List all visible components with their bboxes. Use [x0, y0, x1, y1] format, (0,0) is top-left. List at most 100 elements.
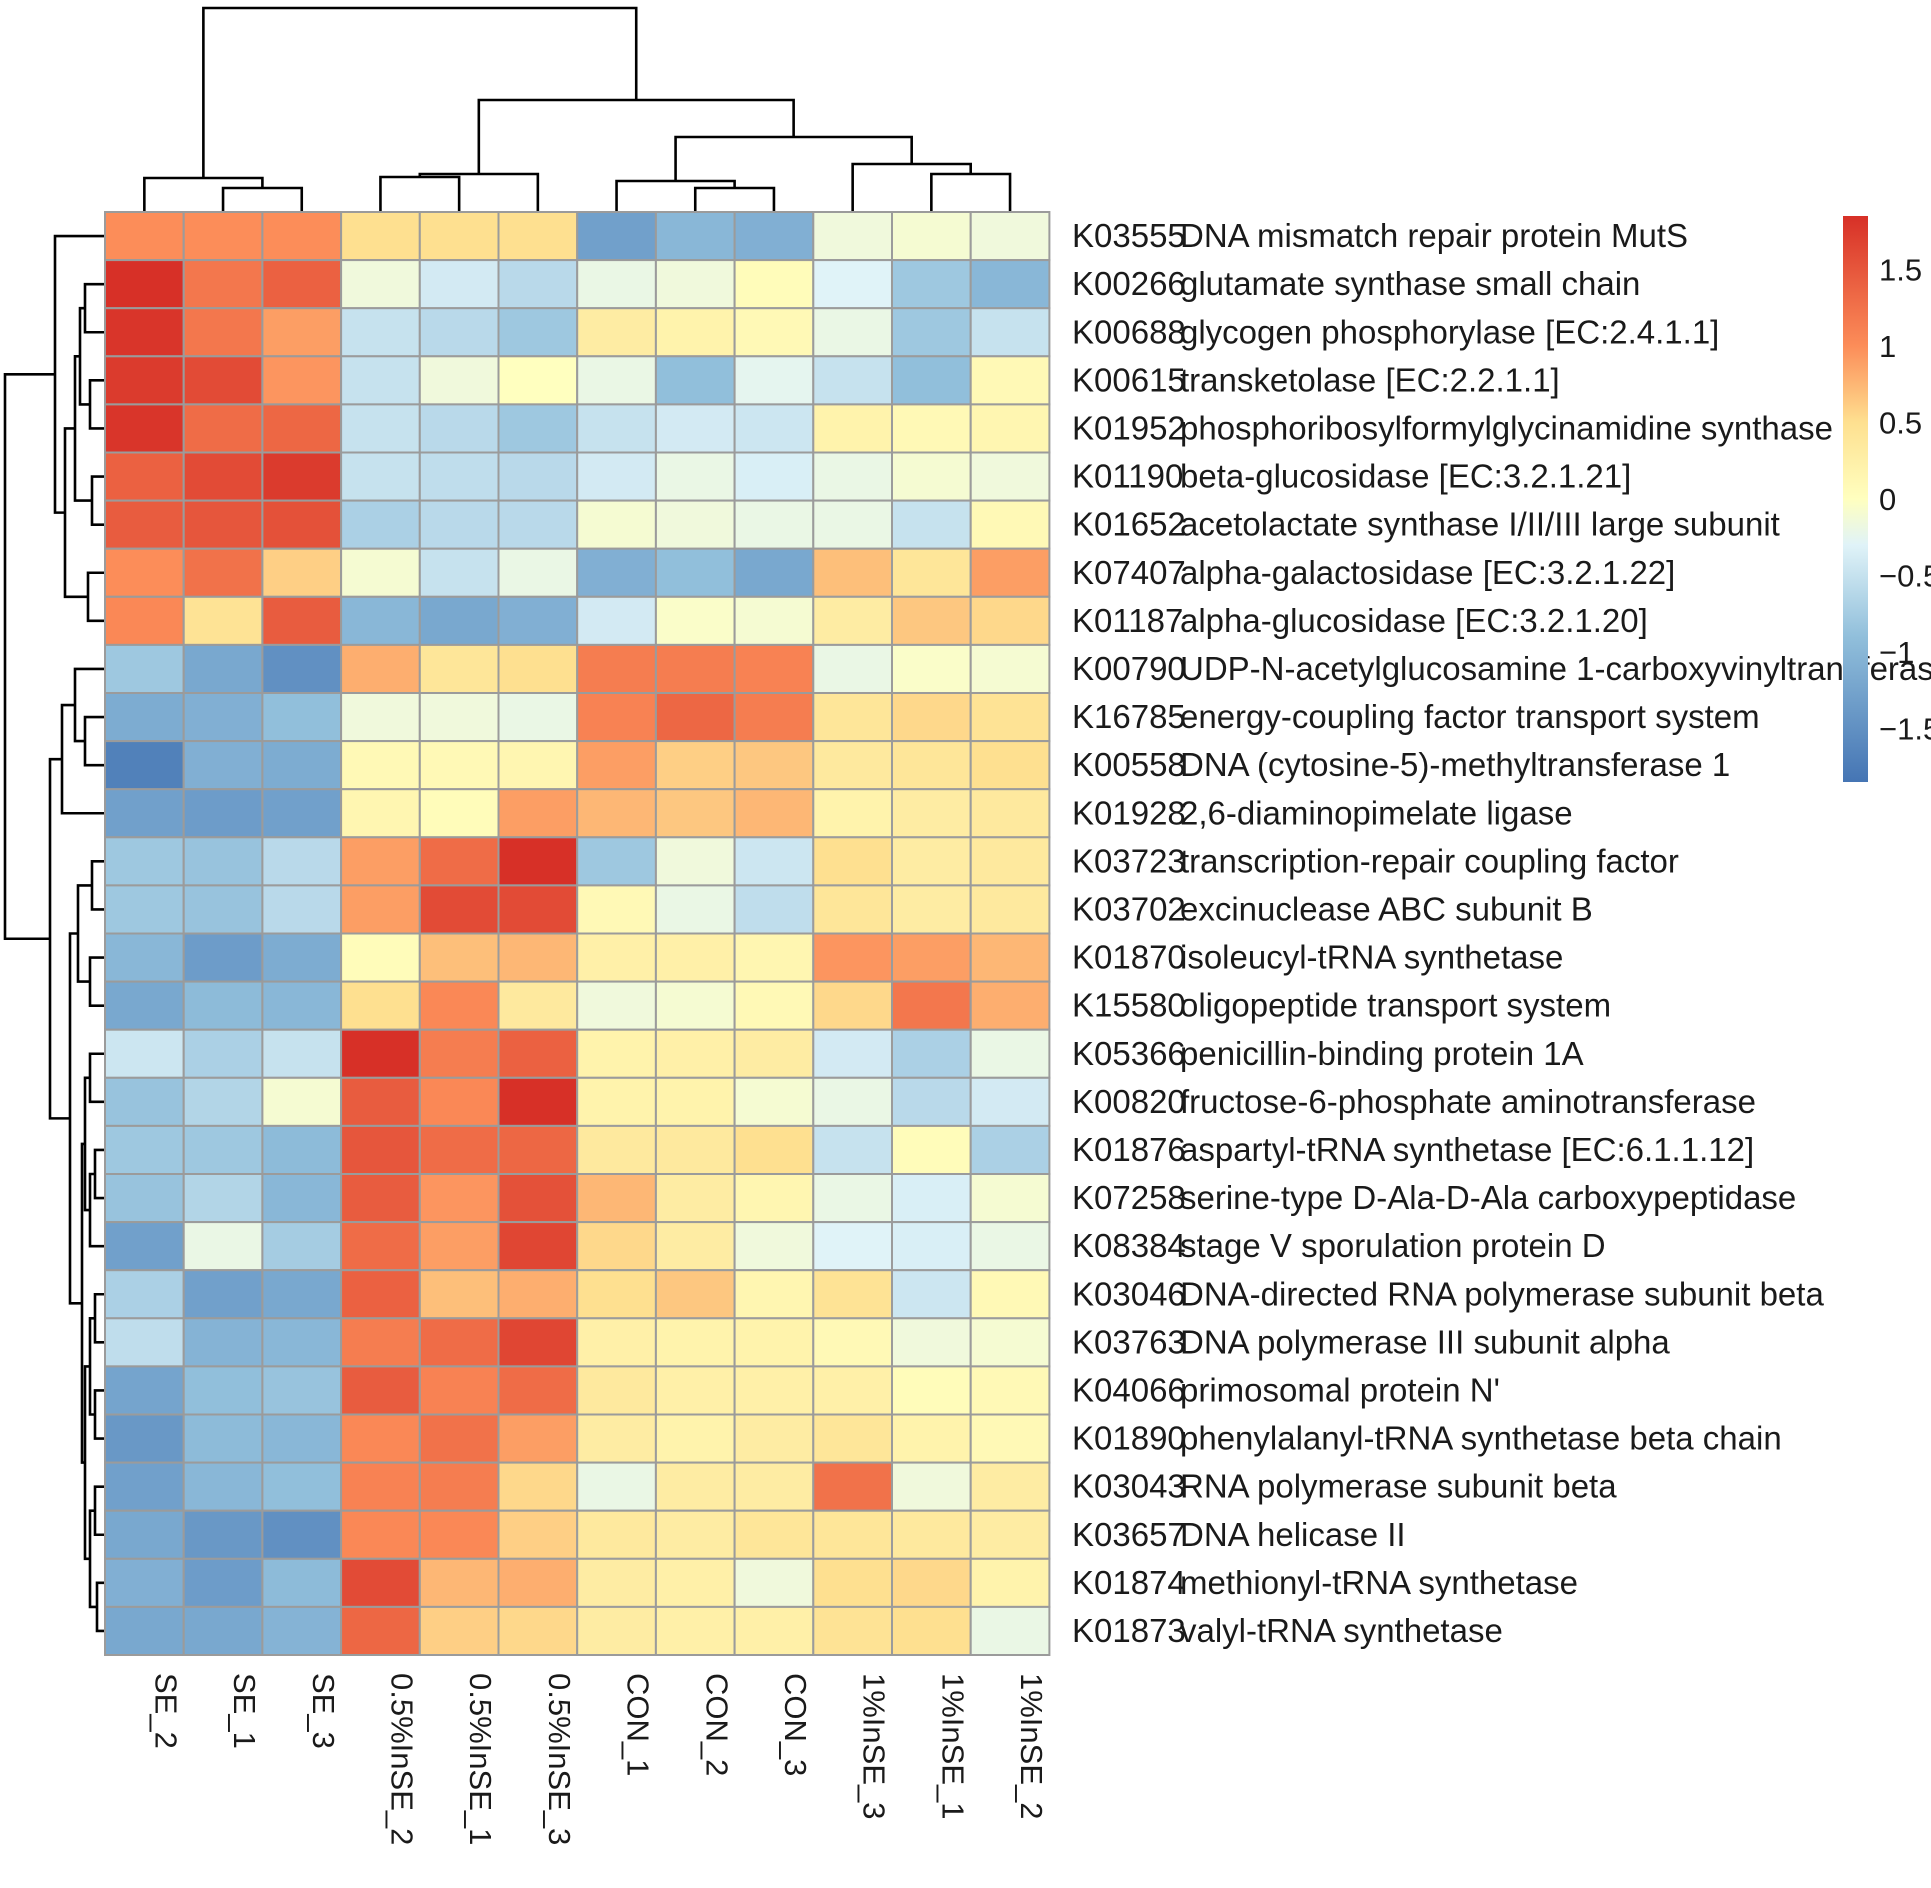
heatmap-cell: [654, 547, 736, 598]
heatmap-cell: [261, 932, 343, 983]
color-legend-tick-label: −1.5: [1879, 711, 1931, 746]
heatmap-cell: [497, 547, 579, 598]
heatmap-cell: [969, 980, 1051, 1031]
heatmap-cell: [497, 980, 579, 1031]
heatmap-cell: [576, 595, 657, 646]
heatmap-cell: [497, 259, 579, 310]
heatmap-cell: [733, 1028, 815, 1079]
heatmap-cell: [182, 499, 264, 550]
heatmap-cell: [340, 692, 421, 743]
heatmap-cell: [576, 1221, 657, 1272]
heatmap-cell: [340, 451, 421, 502]
heatmap-cell: [497, 1365, 579, 1416]
heatmap-cell: [969, 1269, 1051, 1320]
heatmap-cell: [812, 1317, 893, 1368]
heatmap-cell: [576, 980, 657, 1031]
heatmap-cell: [812, 643, 893, 695]
heatmap-cell: [576, 1365, 657, 1416]
heatmap-cell: [340, 1028, 421, 1079]
heatmap-cell: [969, 1173, 1051, 1224]
heatmap-cell: [261, 1509, 343, 1560]
heatmap-cell: [654, 932, 736, 983]
heatmap-cell: [182, 1413, 264, 1464]
heatmap-cell: [104, 788, 185, 839]
heatmap-cell: [261, 259, 343, 310]
heatmap-cell: [733, 740, 815, 791]
heatmap-cell: [733, 1413, 815, 1464]
heatmap-cell: [261, 1365, 343, 1416]
heatmap-cell: [182, 740, 264, 791]
heatmap-cell: [104, 643, 185, 695]
heatmap-cell: [261, 1605, 343, 1657]
dendrogram-branch: [73, 667, 105, 743]
heatmap-cell: [891, 643, 972, 695]
heatmap-cell: [891, 259, 972, 310]
heatmap-cell: [891, 1269, 972, 1320]
column-label: SE_1: [227, 1673, 262, 1749]
heatmap-cell: [812, 499, 893, 550]
row-id-label: K00688: [1072, 313, 1186, 350]
heatmap-cell: [261, 788, 343, 839]
heatmap-cell: [340, 980, 421, 1031]
row-id-label: K01652: [1072, 506, 1186, 543]
dendrogram-branch: [90, 475, 105, 526]
heatmap-cell: [654, 499, 736, 550]
heatmap-cell: [182, 1461, 264, 1512]
column-label: 1%InSE_1: [935, 1673, 970, 1820]
heatmap-cell: [497, 1028, 579, 1079]
heatmap-cell: [733, 1124, 815, 1176]
heatmap-cell: [576, 451, 657, 502]
heatmap-cell: [576, 355, 657, 406]
heatmap-cell: [576, 1461, 657, 1512]
dendrogram-branch: [83, 715, 105, 767]
heatmap-cell: [733, 211, 815, 262]
heatmap-cell: [812, 1413, 893, 1464]
row-id-label: K01928: [1072, 794, 1186, 831]
heatmap-cell: [654, 1221, 736, 1272]
heatmap-cell: [340, 1124, 421, 1176]
heatmap-cell: [576, 884, 657, 935]
row-id-label: K07407: [1072, 554, 1186, 591]
heatmap-cell: [969, 355, 1051, 406]
heatmap-cell: [182, 211, 264, 262]
heatmap-cell: [654, 1365, 736, 1416]
heatmap-cell: [969, 307, 1051, 358]
heatmap-cell: [497, 451, 579, 502]
heatmap-cell: [812, 355, 893, 406]
heatmap-cell: [261, 595, 343, 646]
heatmap-cell: [576, 932, 657, 983]
row-dendrogram: [3, 234, 105, 1633]
heatmap-cell: [497, 595, 579, 646]
heatmap-cell: [418, 403, 500, 454]
column-label: 0.5%InSE_3: [542, 1673, 577, 1845]
heatmap-cell: [418, 1365, 500, 1416]
heatmap-cell: [261, 211, 343, 262]
heatmap-cell: [733, 788, 815, 839]
heatmap-cell: [418, 1269, 500, 1320]
row-description-label: RNA polymerase subunit beta: [1180, 1468, 1617, 1505]
row-id-label: K03555: [1072, 217, 1186, 254]
dendrogram-branch: [88, 1052, 105, 1104]
heatmap-cell: [182, 1509, 264, 1560]
heatmap-cell: [497, 932, 579, 983]
heatmap-cell: [497, 740, 579, 791]
heatmap-cell: [104, 980, 185, 1031]
heatmap-cell: [891, 884, 972, 935]
heatmap-cell: [733, 1317, 815, 1368]
heatmap-cell: [340, 499, 421, 550]
column-label: CON_2: [699, 1673, 734, 1776]
heatmap-cell: [104, 1509, 185, 1560]
heatmap-cell: [418, 1317, 500, 1368]
heatmap-cell: [418, 1413, 500, 1464]
heatmap-cell: [340, 211, 421, 262]
heatmap-cell: [418, 1124, 500, 1176]
heatmap-cell: [891, 403, 972, 454]
heatmap-cell: [497, 1124, 579, 1176]
row-id-label: K03657: [1072, 1516, 1186, 1553]
heatmap-cell: [340, 740, 421, 791]
heatmap-cell: [497, 692, 579, 743]
heatmap-cell: [812, 836, 893, 887]
row-description-label: energy-coupling factor transport system: [1180, 698, 1760, 735]
heatmap-cell: [261, 643, 343, 695]
row-id-label: K01870: [1072, 939, 1186, 976]
